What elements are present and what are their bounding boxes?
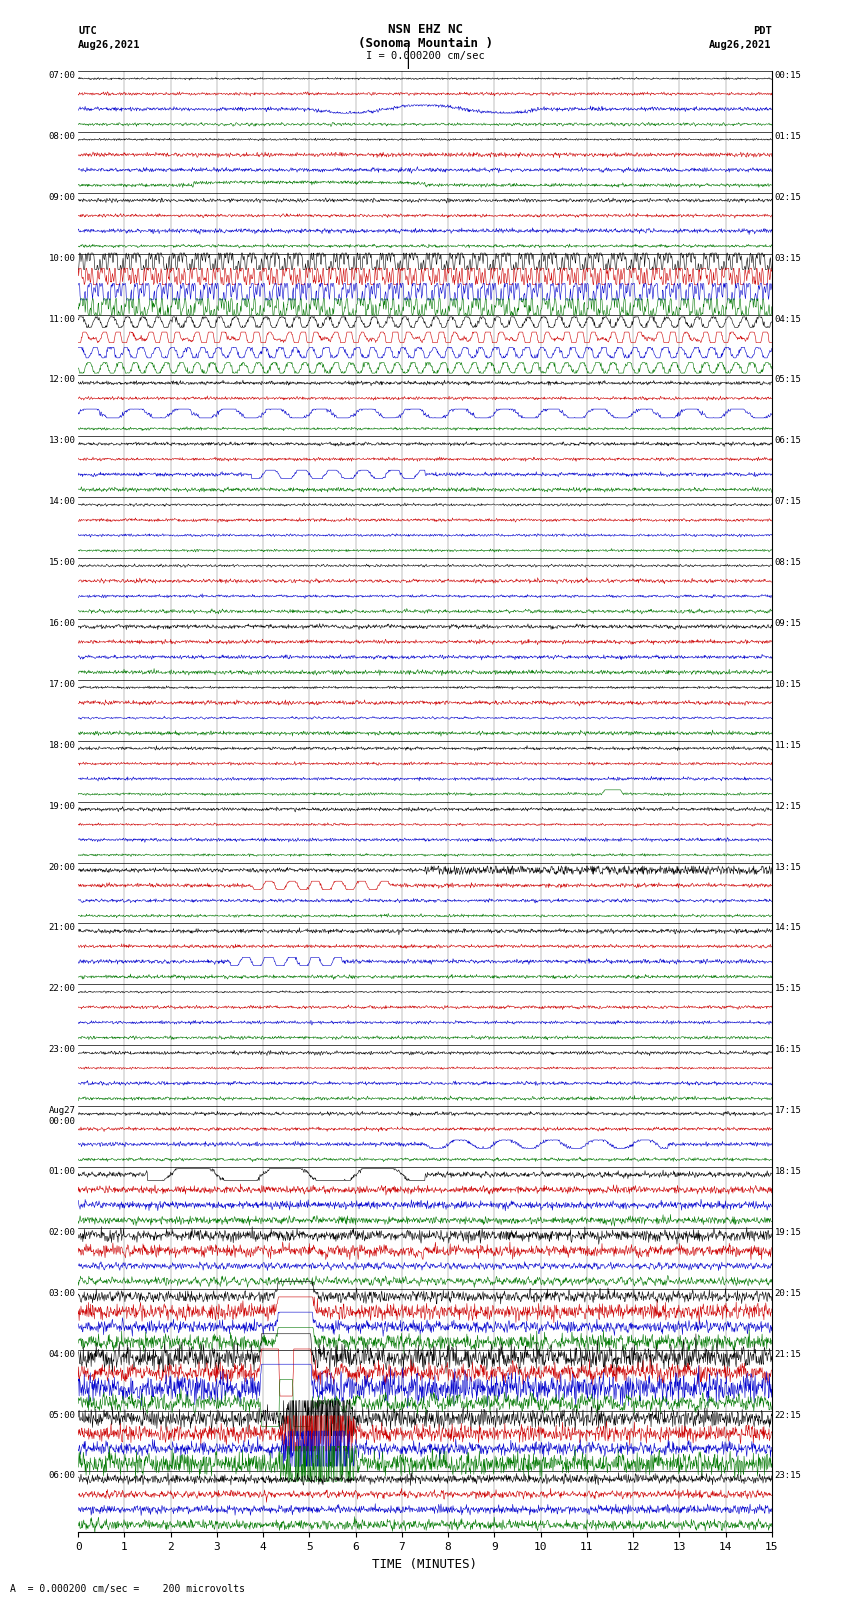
- Text: UTC: UTC: [78, 26, 97, 37]
- Text: Aug26,2021: Aug26,2021: [709, 40, 772, 50]
- Text: A  = 0.000200 cm/sec =    200 microvolts: A = 0.000200 cm/sec = 200 microvolts: [10, 1584, 245, 1594]
- Text: PDT: PDT: [753, 26, 772, 37]
- X-axis label: TIME (MINUTES): TIME (MINUTES): [372, 1558, 478, 1571]
- Text: I = 0.000200 cm/sec: I = 0.000200 cm/sec: [366, 52, 484, 61]
- Text: (Sonoma Mountain ): (Sonoma Mountain ): [358, 37, 492, 50]
- Text: Aug26,2021: Aug26,2021: [78, 40, 141, 50]
- Text: NSN EHZ NC: NSN EHZ NC: [388, 23, 462, 37]
